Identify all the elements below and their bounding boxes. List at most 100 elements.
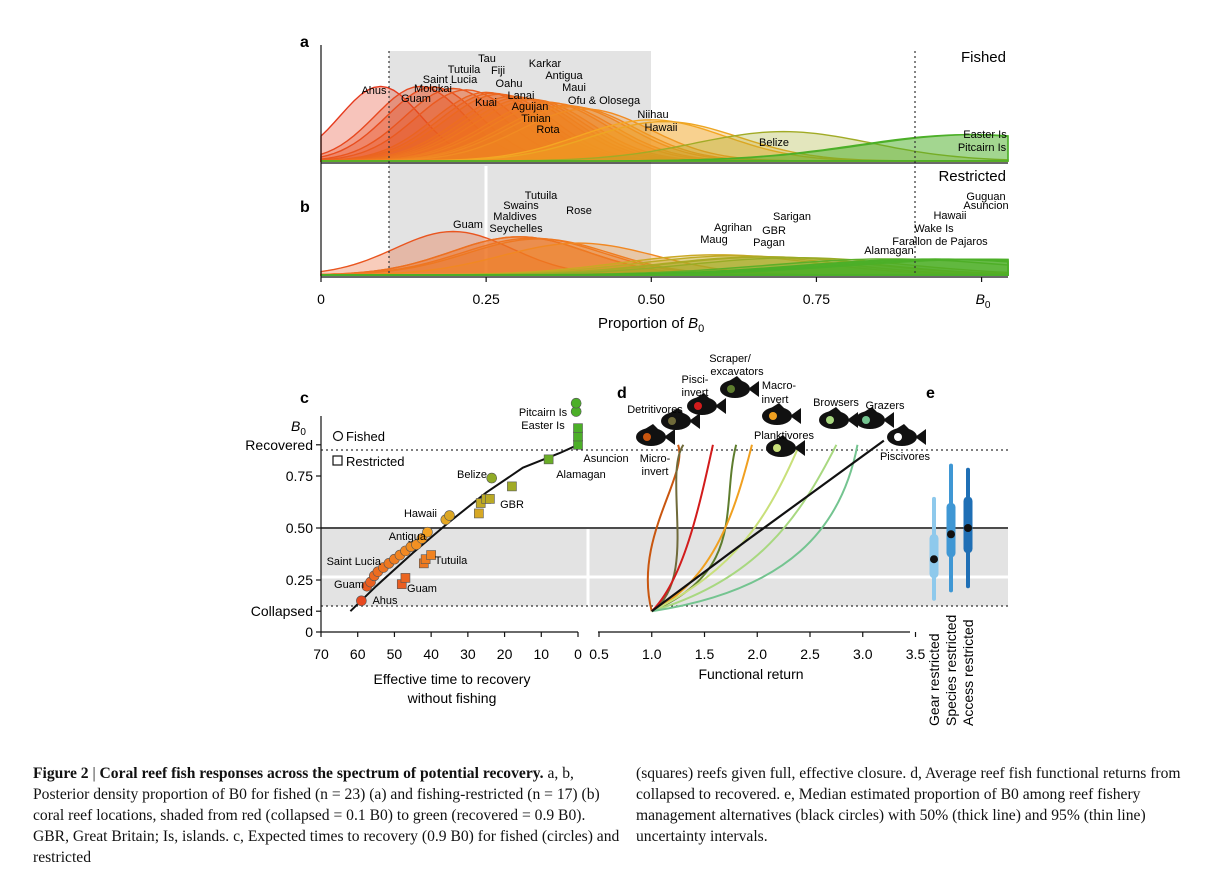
c-point-label: Pitcairn Is [519,407,568,419]
site-label: Easter Is [963,129,1007,141]
d-x-tick-label: 0.5 [589,646,609,662]
c-y-tick-label: 0.25 [286,572,313,588]
line-average [651,439,885,613]
d-fish-icons: Micro-invert Detritivores Pisci-invert Scra… [627,353,930,478]
ridgelines-fished [320,85,1009,162]
site-label: Aguijan [512,101,549,113]
site-label: Rota [536,124,560,136]
restricted-point [573,439,583,450]
ab-x-label: Proportion of B0 [598,315,704,335]
fish-icon [636,424,675,446]
site-label: Seychelles [489,223,543,235]
line-pisci-invert [651,444,714,612]
legend-fished: Fished [346,429,385,444]
site-label: Maui [562,82,586,94]
legend-circle-icon [332,430,344,442]
ab-tick-label: 0.25 [473,291,500,307]
caption-body-right: (squares) reefs given full, effective cl… [636,765,1181,845]
fished-point [570,397,582,409]
c-point-label: Belize [457,469,487,481]
restricted-point [543,454,554,465]
fish-icon [762,403,801,425]
line-grazers [651,444,859,613]
median-point [930,555,938,564]
c-ticks: 70 60 50 40 30 20 10 0 0 Collapsed 0.25 0.50 0.75 Rec… [245,418,582,662]
c-y-label: B0 [291,418,306,438]
c-y-tick-label: Collapsed [251,603,313,619]
site-label: Fiji [491,65,505,77]
c-point-label: Guam [334,579,364,591]
ridgelines-restricted [320,230,1009,276]
fish-icon [661,408,700,430]
c-point-label: Tutuila [435,555,468,567]
panel-c: 70 60 50 40 30 20 10 0 0 Collapsed 0.25 0.50 0.75 Rec… [245,390,1008,706]
c-x-tick-label: 60 [350,646,366,662]
fish-label: Grazers [865,400,905,412]
restricted-point [573,423,583,433]
panel-b-label: Restricted [938,168,1006,185]
caption-left: Figure 2 | Coral reef fish responses acr… [33,763,623,868]
e-category-label: Access restricted [960,619,976,726]
density-asuncion [321,258,1009,276]
fished-point [356,595,367,607]
panel-a-label: Fished [961,49,1006,66]
restricted-point [474,508,484,519]
site-label: Ofu & Olosega [568,95,641,107]
site-label: Asuncion [963,200,1008,212]
site-label: Pagan [753,237,785,249]
site-label: Sarigan [773,211,811,223]
site-label: Pitcairn Is [958,142,1007,154]
caption-right: (squares) reefs given full, effective cl… [636,763,1206,847]
c-x-tick-label: 30 [460,646,476,662]
restricted-point [485,494,495,504]
site-label: Maldives [493,211,537,223]
panel-d: 0.5 1.0 1.5 2.0 2.5 3.0 3.5 Micro-invert Detrit… [589,353,930,682]
restricted-point [573,431,583,442]
d-lines [646,439,885,613]
site-label: Tutuila [448,64,481,76]
shaded-region [389,51,651,273]
site-label: Kuai [475,97,497,109]
fish-label: Micro- [640,453,671,465]
caption-figure-number: Figure 2 [33,765,89,782]
fished-point [444,510,455,521]
e-intervals: Gear restricted Species restricted Access … [926,463,976,726]
restricted-point [400,573,411,583]
recovery-curve [349,443,579,612]
caption-heading: Coral reef fish responses across the spe… [99,765,544,782]
fish-icon [819,407,858,429]
panel-c-letter: c [300,390,309,407]
fish-label: Macro- [762,380,797,392]
ab-x-ticks: 0 0.25 0.50 0.75 B0 [317,277,991,311]
d-x-tick-label: 1.5 [695,646,715,662]
d-x-tick-label: 3.5 [906,646,926,662]
ab-tick-label-b0: B0 [976,291,991,311]
shaded-band-c [321,529,1008,606]
c-y-tick-label: 0.50 [286,520,313,536]
site-label: Molokai [414,83,452,95]
fish-label: invert [682,387,709,399]
c-x-tick-label: 40 [423,646,439,662]
site-label: Niihau [637,109,668,121]
site-label: Guguan [966,191,1005,203]
fish-label: Browsers [813,397,859,409]
site-label: Agrihan [714,222,752,234]
fished-point [486,472,498,484]
c-x-tick-label: 70 [313,646,329,662]
line-detritivores [651,444,685,613]
c-point-labels: Ahus Guam Saint Lucia Antigua Hawaii Belize Gu… [327,407,629,607]
d-x-tick-label: 3.0 [853,646,873,662]
site-label: Karkar [529,58,562,70]
c-x-label-line1: Effective time to recovery [374,671,531,687]
fish-label: invert [762,394,789,406]
site-label: Saint Lucia [423,74,478,86]
line-macro-invert [651,444,753,613]
fish-icon [720,376,759,398]
panel-d-letter: d [617,385,627,402]
c-point-label: Ahus [372,595,398,607]
site-label: Hawaii [933,210,966,222]
d-x-tick-label: 2.5 [800,646,820,662]
figure-canvas: 0 0.25 0.50 0.75 B0 Proportion of B0 a b Fis… [245,34,1009,726]
